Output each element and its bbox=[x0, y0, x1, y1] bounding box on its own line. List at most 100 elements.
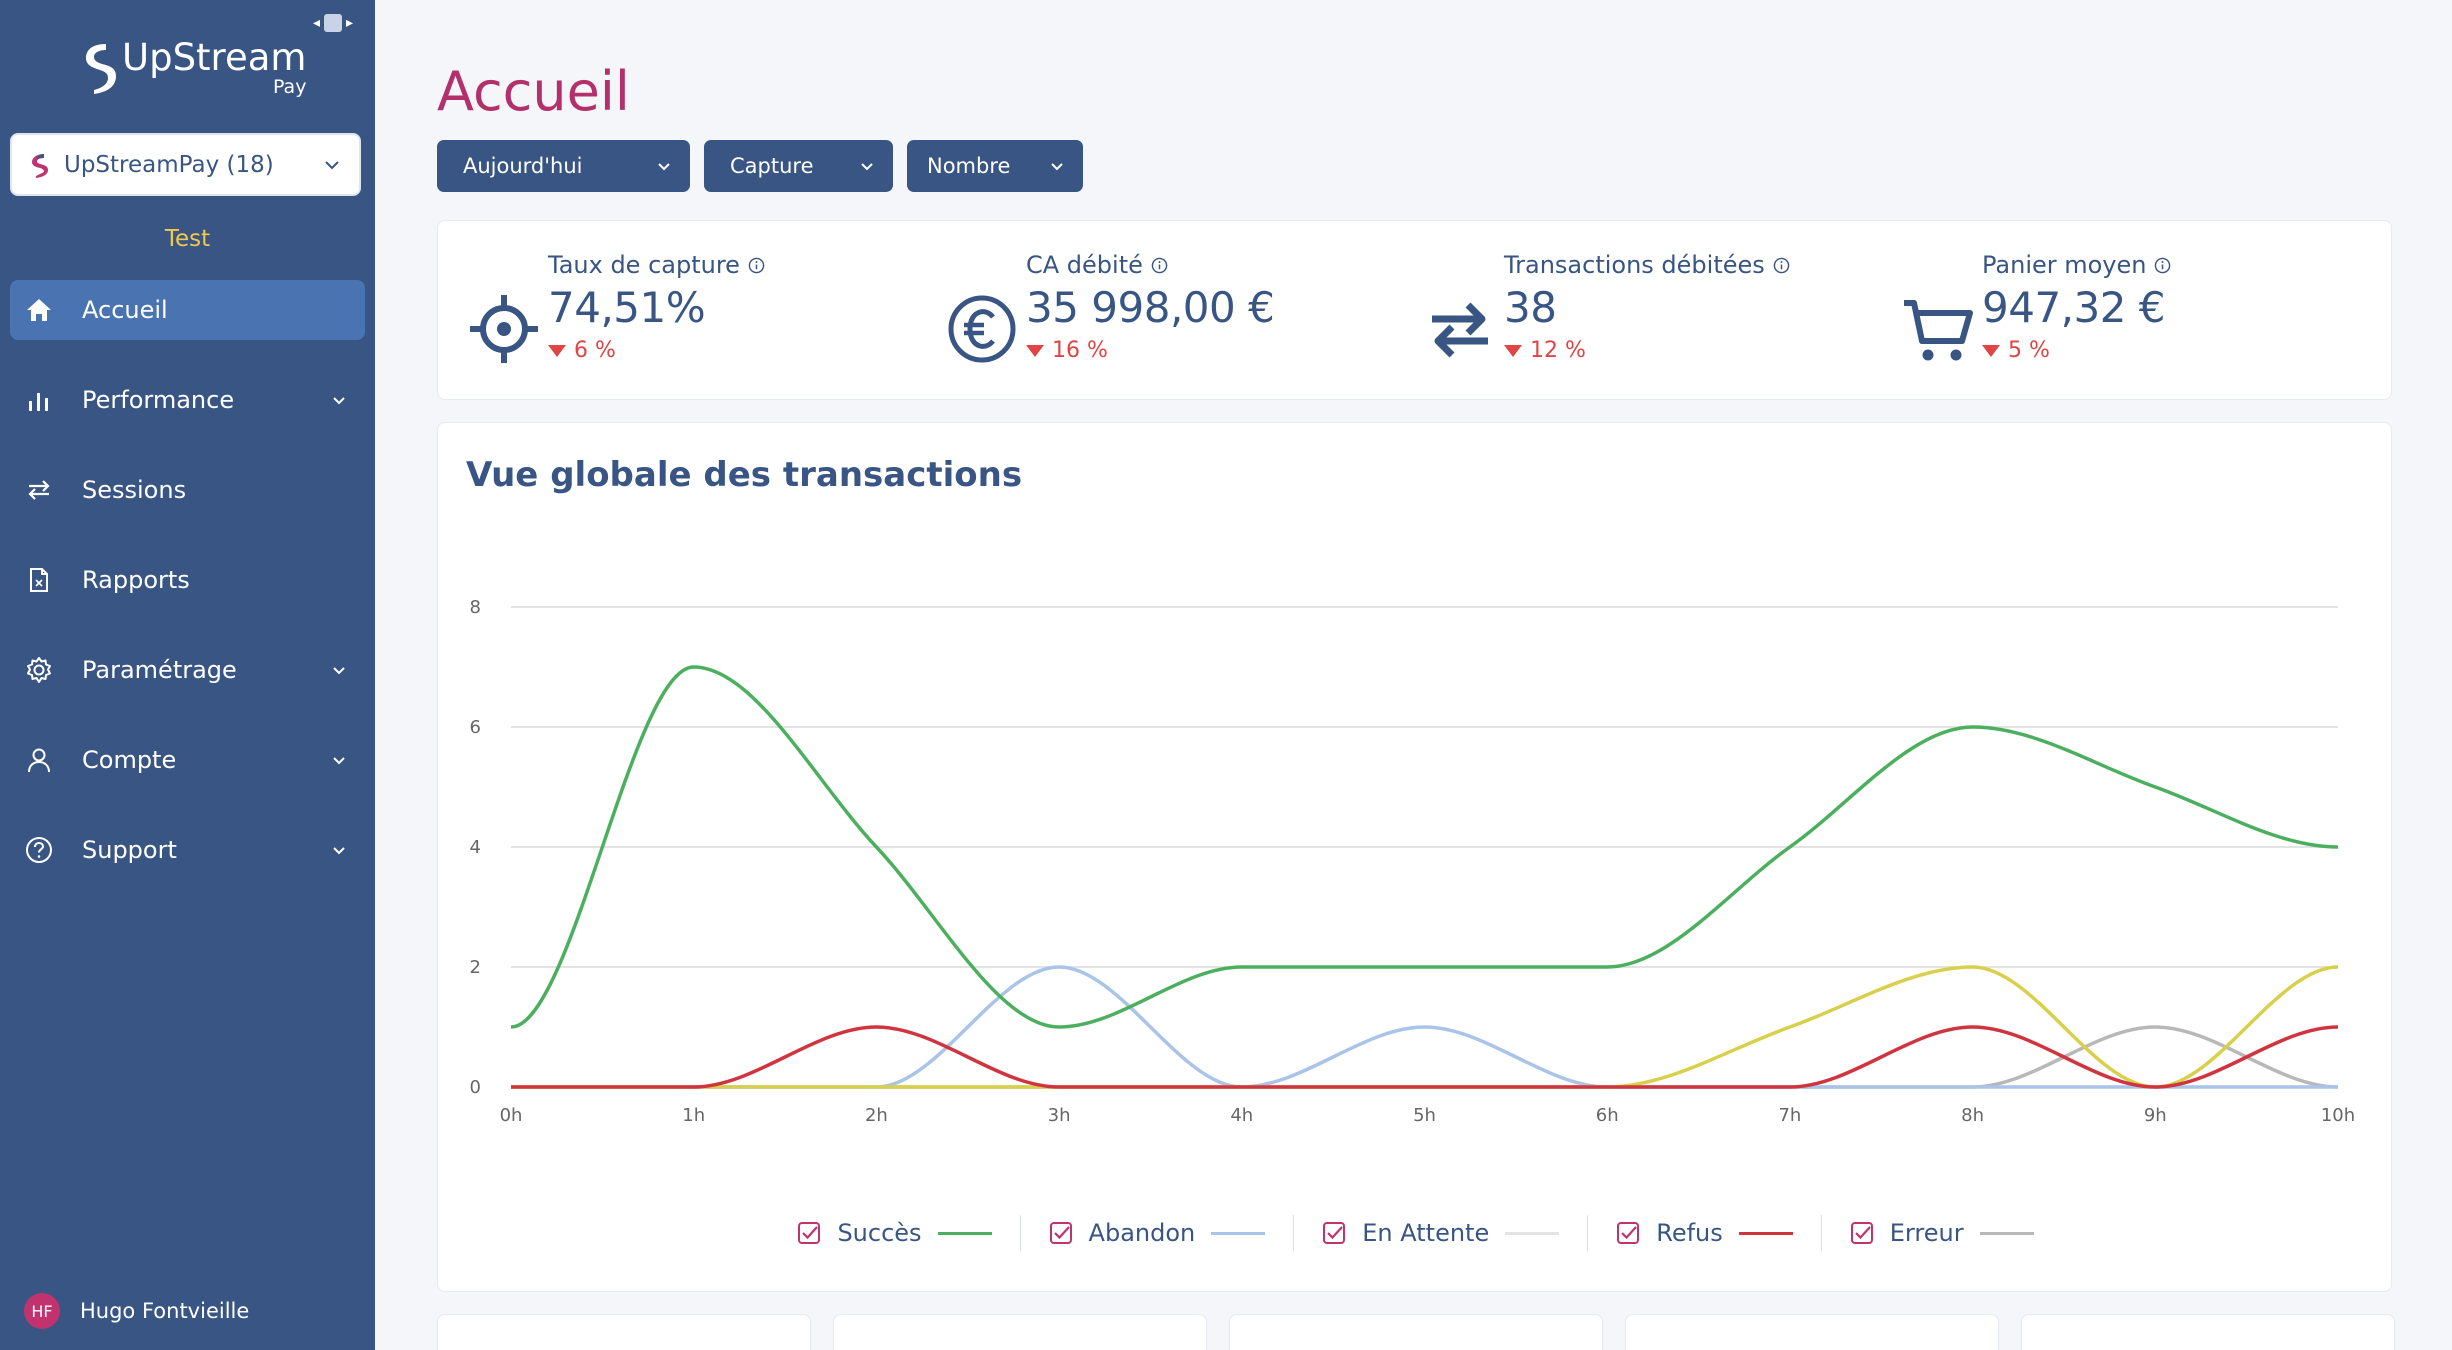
filter-label: Aujourd'hui bbox=[463, 154, 583, 178]
sidebar-item-parametrage[interactable]: Paramétrage bbox=[10, 640, 365, 700]
legend-item-en-attente[interactable]: En Attente bbox=[1294, 1215, 1589, 1251]
brand-sub: Pay bbox=[272, 76, 307, 98]
merchant-logo-icon bbox=[32, 153, 48, 178]
chevron-left-icon: ◂ bbox=[313, 15, 321, 31]
period-filter-button[interactable]: Aujourd'hui bbox=[437, 140, 690, 192]
kpi-delta: 12 % bbox=[1530, 338, 1586, 363]
y-tick-label: 8 bbox=[470, 597, 481, 618]
series-line-refus[interactable] bbox=[511, 1025, 2339, 1089]
kpi-title: CA débité bbox=[1026, 251, 1143, 279]
brand-logo[interactable]: UpStream Pay bbox=[82, 38, 306, 98]
info-icon[interactable] bbox=[1773, 257, 1790, 274]
chevron-down-icon bbox=[333, 667, 345, 675]
chevron-down-icon bbox=[658, 163, 670, 171]
metric-filter-button[interactable]: Nombre bbox=[907, 140, 1083, 192]
chevron-down-icon bbox=[333, 847, 345, 855]
legend-label: Refus bbox=[1656, 1219, 1723, 1247]
kpi-delta: 6 % bbox=[574, 338, 616, 363]
x-tick-label: 10h bbox=[2321, 1105, 2355, 1126]
checkbox-checked-icon bbox=[1850, 1222, 1873, 1244]
sidebar-item-support[interactable]: Support bbox=[10, 820, 365, 880]
avatar: HF bbox=[24, 1293, 60, 1329]
trend-down-icon bbox=[1026, 344, 1044, 357]
kpi-value: 38 bbox=[1504, 283, 1557, 332]
sidebar-item-accueil[interactable]: Accueil bbox=[10, 280, 365, 340]
kpi-delta: 5 % bbox=[2008, 338, 2050, 363]
sidebar-item-label: Sessions bbox=[82, 476, 187, 504]
x-tick-label: 5h bbox=[1413, 1105, 1436, 1126]
gear-icon bbox=[24, 655, 54, 685]
merchant-selector[interactable]: UpStreamPay (18) bbox=[10, 133, 361, 196]
sidebar-item-label: Compte bbox=[82, 746, 177, 774]
summary-card bbox=[1229, 1314, 1603, 1350]
kpi-value: 947,32 € bbox=[1982, 283, 2166, 332]
legend-swatch bbox=[1738, 1231, 1793, 1235]
sidebar-item-label: Accueil bbox=[82, 296, 168, 324]
transactions-chart-card: Vue globale des transactions 0 2 4 6 8 0h 1h 2h… bbox=[437, 422, 2392, 1292]
x-tick-label: 0h bbox=[500, 1105, 523, 1126]
user-icon bbox=[24, 745, 54, 775]
sidebar-collapse-toggle[interactable]: ◂ ▸ bbox=[313, 14, 353, 32]
trend-down-icon bbox=[548, 344, 566, 357]
kpi-revenue: CA débité 35 998,00 € 16 % bbox=[944, 251, 1275, 367]
kpi-title: Panier moyen bbox=[1982, 251, 2147, 279]
kpi-capture-rate: Taux de capture 74,51% 6 % bbox=[466, 251, 765, 367]
legend-swatch bbox=[1211, 1231, 1266, 1235]
kpi-title: Taux de capture bbox=[548, 251, 740, 279]
x-tick-label: 6h bbox=[1596, 1105, 1619, 1126]
legend-item-refus[interactable]: Refus bbox=[1588, 1215, 1822, 1251]
series-line-succès[interactable] bbox=[510, 665, 2339, 1029]
legend-label: En Attente bbox=[1362, 1219, 1490, 1247]
user-profile[interactable]: HF Hugo Fontvieille bbox=[24, 1293, 249, 1329]
file-icon bbox=[24, 565, 54, 595]
chevron-down-icon bbox=[333, 397, 345, 405]
x-tick-label: 1h bbox=[682, 1105, 705, 1126]
brand-name: UpStream bbox=[122, 36, 307, 79]
kpi-value: 74,51% bbox=[548, 283, 706, 332]
legend-item-succes[interactable]: Succès bbox=[769, 1215, 1021, 1251]
legend-swatch bbox=[937, 1231, 992, 1235]
chevron-down-icon bbox=[325, 160, 339, 169]
transactions-line-chart: 0 2 4 6 8 0h 1h 2h 3h 4h 5h 6h 7h 8h 9h 10h bbox=[470, 597, 2356, 1126]
sidebar-item-rapports[interactable]: Rapports bbox=[10, 550, 365, 610]
kpi-card: Taux de capture 74,51% 6 % CA débité 35 … bbox=[437, 220, 2392, 400]
main-content: Accueil Aujourd'hui Capture Nombre Taux … bbox=[375, 0, 2452, 1350]
y-tick-label: 6 bbox=[470, 717, 481, 738]
y-tick-label: 2 bbox=[470, 957, 481, 978]
checkbox-checked-icon bbox=[798, 1222, 821, 1244]
sidebar-item-label: Paramétrage bbox=[82, 656, 237, 684]
chart-title: Vue globale des transactions bbox=[466, 455, 1023, 495]
arrows-exchange-icon bbox=[24, 475, 54, 505]
sidebar-item-compte[interactable]: Compte bbox=[10, 730, 365, 790]
legend-item-abandon[interactable]: Abandon bbox=[1021, 1215, 1295, 1251]
sidebar-item-sessions[interactable]: Sessions bbox=[10, 460, 365, 520]
help-circle-icon bbox=[24, 835, 54, 865]
summary-card bbox=[2021, 1314, 2395, 1350]
checkbox-checked-icon bbox=[1049, 1222, 1072, 1244]
bar-chart-icon bbox=[24, 385, 54, 415]
info-icon[interactable] bbox=[1151, 257, 1168, 274]
x-tick-label: 3h bbox=[1048, 1105, 1071, 1126]
chart-legend: Succès Abandon En Attente Refus Erreur bbox=[438, 1215, 2393, 1251]
chevron-down-icon bbox=[1051, 163, 1063, 171]
environment-label: Test bbox=[164, 226, 211, 252]
legend-label: Succès bbox=[837, 1219, 922, 1247]
operation-filter-button[interactable]: Capture bbox=[704, 140, 893, 192]
info-icon[interactable] bbox=[2154, 257, 2171, 274]
legend-label: Erreur bbox=[1889, 1219, 1964, 1247]
bottom-cards-row bbox=[437, 1314, 2395, 1350]
x-tick-label: 2h bbox=[865, 1105, 888, 1126]
sidebar-item-performance[interactable]: Performance bbox=[10, 370, 365, 430]
sidebar-item-label: Support bbox=[82, 836, 177, 864]
x-tick-label: 8h bbox=[1961, 1105, 1984, 1126]
kpi-transactions: Transactions débitées 38 12 % bbox=[1422, 251, 1790, 367]
x-tick-label: 7h bbox=[1778, 1105, 1801, 1126]
transfer-icon bbox=[1432, 302, 1488, 358]
kpi-average-basket: Panier moyen 947,32 € 5 % bbox=[1900, 251, 2171, 367]
info-icon[interactable] bbox=[748, 257, 765, 274]
summary-card bbox=[833, 1314, 1207, 1350]
euro-icon bbox=[948, 295, 1016, 363]
legend-item-erreur[interactable]: Erreur bbox=[1822, 1215, 2062, 1251]
summary-card bbox=[437, 1314, 811, 1350]
sidebar-nav: Accueil Performance Sessions Rapports bbox=[0, 280, 375, 910]
